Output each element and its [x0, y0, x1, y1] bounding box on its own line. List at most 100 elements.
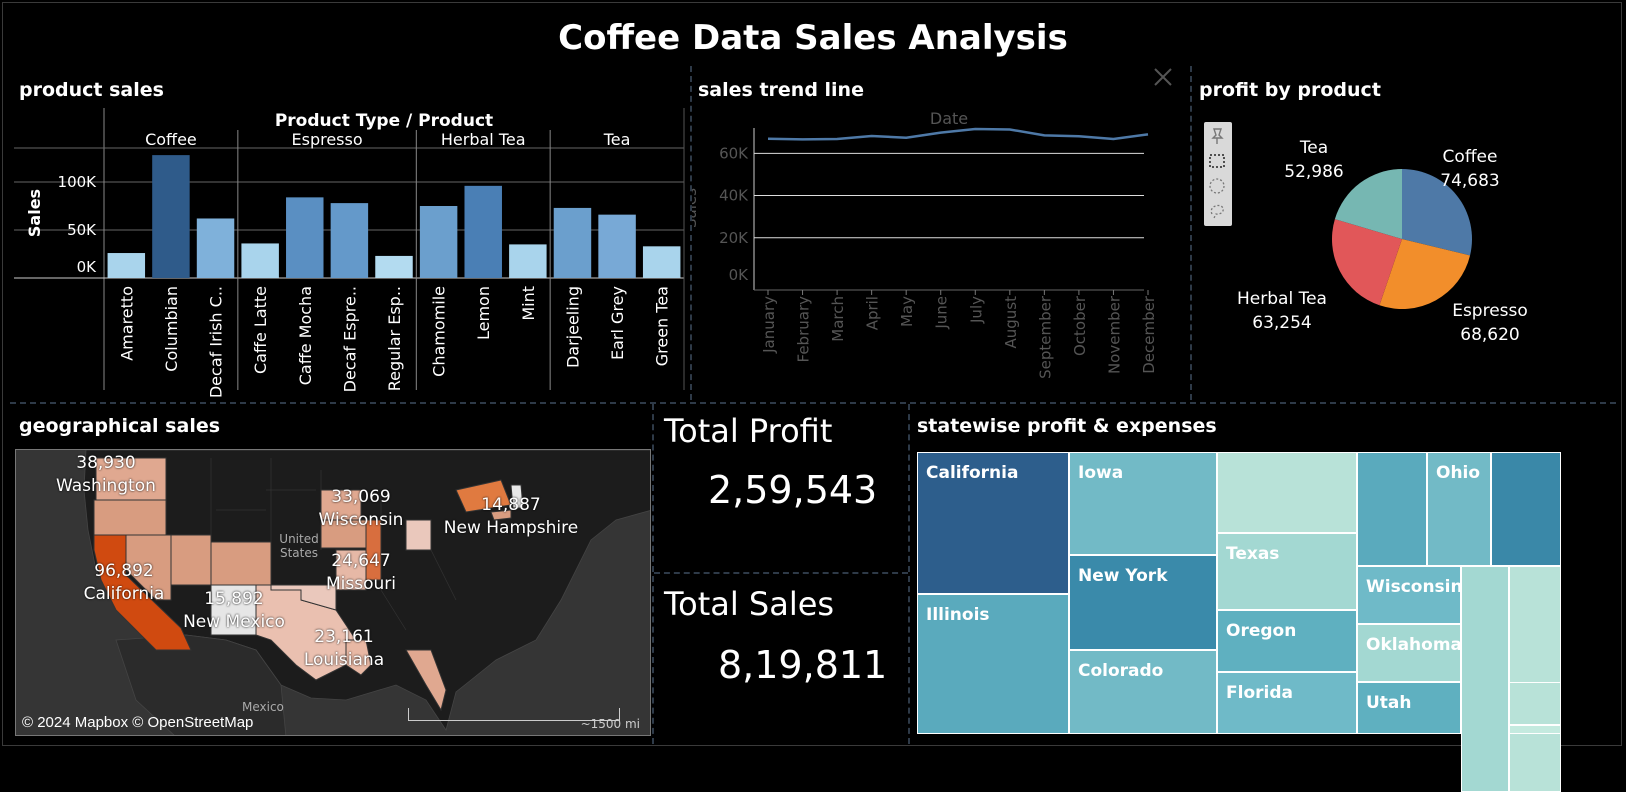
scale-bar	[408, 708, 620, 721]
y-axis-label: Sales	[25, 189, 44, 237]
treemap-cell-florida[interactable]: Florida	[1217, 672, 1357, 734]
y-axis-label: Sales	[692, 188, 700, 228]
month-label: January	[760, 296, 778, 354]
month-label: July	[967, 296, 985, 324]
state-missouri	[335, 549, 367, 591]
bar[interactable]	[286, 197, 324, 278]
pie-slice[interactable]	[1402, 169, 1472, 256]
rect-select-icon[interactable]	[1206, 150, 1228, 172]
treemap-cell-ohio[interactable]: Ohio	[1427, 452, 1491, 566]
pie-label-value: 74,683	[1440, 171, 1499, 191]
treemap-cell[interactable]	[1509, 682, 1561, 725]
statewise-treemap[interactable]: California Illinois Iowa New York Colorado Te…	[917, 452, 1561, 792]
product-label: Decaf Espre..	[340, 286, 359, 392]
separator	[690, 66, 692, 400]
treemap-cell[interactable]	[1357, 452, 1427, 566]
chart-toolbar	[1204, 122, 1232, 226]
pie-slice[interactable]	[1379, 239, 1471, 310]
bar[interactable]	[107, 253, 146, 278]
month-label: December	[1140, 295, 1158, 374]
bar[interactable]	[419, 206, 458, 278]
treemap-cell-wisconsin[interactable]: Wisconsin	[1357, 566, 1463, 624]
geographical-sales-title: geographical sales	[19, 415, 221, 437]
trend-line[interactable]	[767, 127, 1149, 141]
pie-slice[interactable]	[1332, 219, 1402, 306]
product-label: Chamomile	[430, 286, 449, 377]
map-state-label: 23,161 Louisiana	[264, 626, 424, 672]
total-profit-value: 2,59,543	[708, 468, 878, 512]
treemap-cell[interactable]	[1461, 566, 1509, 792]
total-sales-value: 8,19,811	[718, 643, 888, 687]
dashboard-title: Coffee Data Sales Analysis	[558, 18, 1068, 58]
month-label: November	[1105, 295, 1123, 374]
pie-label-value: 68,620	[1460, 325, 1519, 345]
map-credit[interactable]: © 2024 Mapbox © OpenStreetMap	[22, 714, 254, 731]
month-label: March	[829, 296, 847, 342]
treemap-label: Colorado	[1078, 661, 1164, 681]
treemap-cell-oklahoma[interactable]: Oklahoma	[1357, 624, 1462, 682]
y-tick-label: 0K	[77, 258, 98, 276]
month-label: May	[898, 296, 916, 327]
geo-map[interactable]: United States Mexico 38,930 Washington 33,…	[15, 449, 651, 736]
treemap-label: Wisconsin	[1366, 577, 1463, 597]
close-icon[interactable]	[1152, 66, 1174, 88]
profit-by-product-title: profit by product	[1199, 79, 1381, 101]
separator	[654, 572, 908, 574]
pie-label-name: Tea	[1299, 138, 1328, 158]
map-state-name: Washington	[56, 476, 156, 496]
state-florida	[405, 649, 447, 712]
pie-slice[interactable]	[1334, 169, 1402, 239]
treemap-cell[interactable]	[1491, 452, 1561, 566]
pin-icon[interactable]	[1206, 125, 1228, 147]
treemap-cell[interactable]	[1509, 725, 1561, 734]
month-label: April	[864, 296, 882, 330]
bar[interactable]	[196, 218, 235, 278]
map-state-label: 96,892 California	[44, 560, 204, 606]
bar[interactable]	[553, 207, 592, 278]
treemap-cell-colorado[interactable]: Colorado	[1069, 650, 1217, 734]
pie-label-value: 52,986	[1284, 162, 1343, 182]
bar[interactable]	[330, 203, 369, 278]
bar[interactable]	[241, 243, 279, 278]
state-new-york	[455, 479, 512, 513]
treemap-cell-utah[interactable]: Utah	[1357, 682, 1461, 734]
radial-select-icon[interactable]	[1206, 175, 1228, 197]
bar[interactable]	[152, 155, 190, 278]
treemap-cell-texas[interactable]: Texas	[1217, 533, 1357, 610]
state-colorado	[210, 541, 272, 586]
map-state-name: New Mexico	[183, 612, 285, 632]
lasso-select-icon[interactable]	[1206, 200, 1228, 222]
product-label: Regular Esp..	[385, 286, 404, 391]
treemap-cell-iowa[interactable]: Iowa	[1069, 452, 1217, 555]
map-state-value: 15,892	[204, 589, 264, 609]
month-label: February	[795, 296, 813, 363]
pie-label-name: Herbal Tea	[1237, 289, 1327, 309]
treemap-cell[interactable]	[1217, 452, 1357, 533]
map-state-name: New Hampshire	[443, 518, 579, 538]
map-state-label: 15,892 New Mexico	[154, 588, 314, 634]
product-label: Lemon	[474, 286, 493, 340]
pie-label-value: 63,254	[1252, 313, 1311, 333]
country-label: United States	[279, 532, 319, 560]
bar[interactable]	[598, 214, 636, 278]
map-state-value: 23,161	[314, 627, 374, 647]
treemap-cell-oregon[interactable]: Oregon	[1217, 610, 1357, 672]
treemap-cell-illinois[interactable]: Illinois	[917, 594, 1069, 734]
product-label: Decaf Irish C..	[207, 286, 226, 398]
product-sales-title: product sales	[19, 79, 164, 101]
bar[interactable]	[509, 244, 547, 278]
treemap-cell-new-york[interactable]: New York	[1069, 555, 1217, 650]
bar[interactable]	[464, 185, 502, 278]
mexico-label: Mexico	[242, 700, 284, 714]
treemap-cell[interactable]	[1509, 566, 1561, 792]
treemap-cell-california[interactable]: California	[917, 452, 1069, 594]
separator	[1190, 66, 1192, 400]
y-tick-label: 100K	[58, 173, 98, 191]
treemap-label: New York	[1078, 566, 1168, 586]
bar[interactable]	[642, 246, 681, 278]
bar[interactable]	[375, 255, 413, 278]
product-label: Caffe Latte	[251, 286, 270, 374]
product-label: Earl Grey	[608, 286, 627, 360]
map-state-name: Wisconsin	[318, 510, 404, 530]
treemap-label: California	[926, 463, 1019, 483]
